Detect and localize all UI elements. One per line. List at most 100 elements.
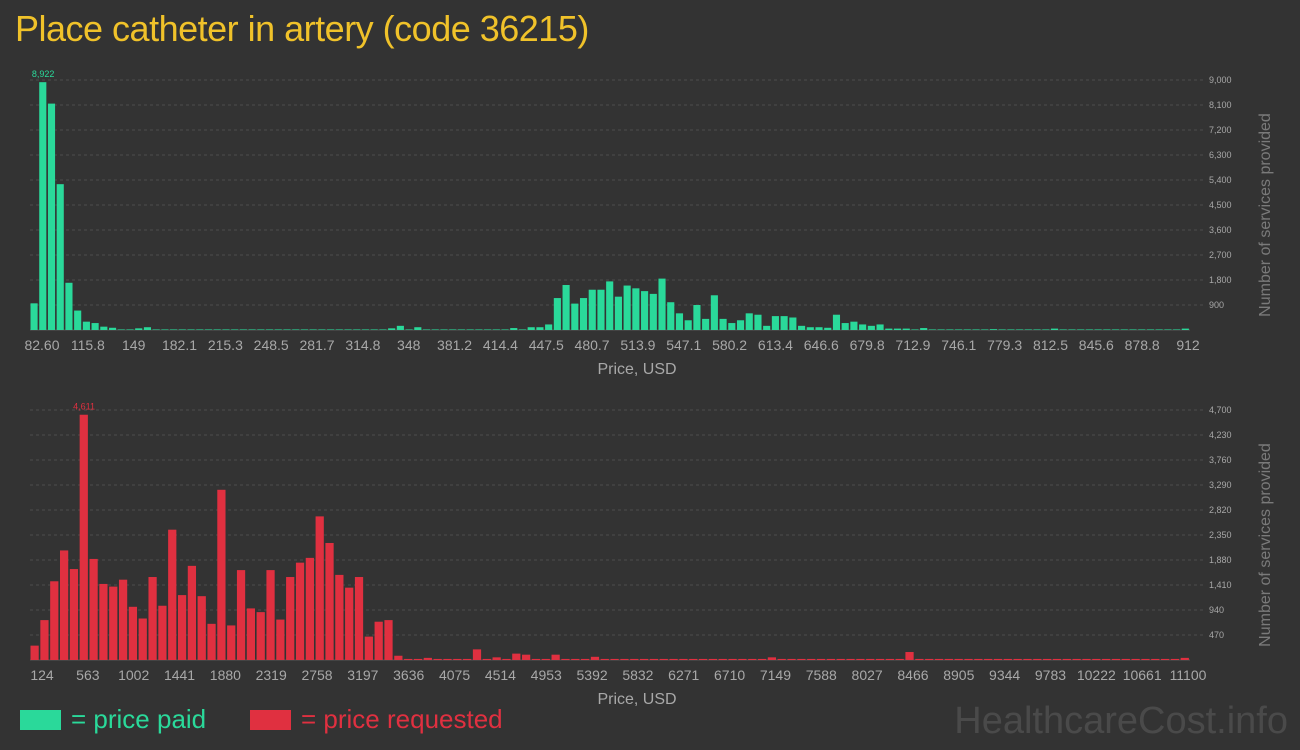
legend-label-requested: = price requested xyxy=(301,704,503,734)
requested-y-tick-label: 3,290 xyxy=(1209,480,1232,490)
requested-x-tick-label: 5832 xyxy=(622,667,653,683)
requested-y-tick-label: 4,230 xyxy=(1209,430,1232,440)
requested-bar xyxy=(433,658,442,660)
paid-bar xyxy=(946,329,954,330)
requested-bar xyxy=(934,658,944,660)
requested-bar xyxy=(236,570,246,660)
requested-bar xyxy=(443,658,452,660)
requested-bar xyxy=(777,658,786,660)
requested-bar xyxy=(1092,658,1101,660)
paid-bar xyxy=(379,329,387,330)
requested-bar xyxy=(99,583,108,660)
paid-x-tick-label: 182.1 xyxy=(162,337,197,353)
requested-bar xyxy=(69,569,79,660)
requested-bar xyxy=(423,657,432,660)
paid-bar xyxy=(91,323,99,330)
paid-bar xyxy=(204,329,213,330)
paid-bar xyxy=(344,329,352,330)
paid-bar xyxy=(632,288,640,330)
paid-y-tick-label: 900 xyxy=(1209,300,1224,310)
requested-bar xyxy=(1013,658,1022,660)
paid-bar xyxy=(457,329,465,330)
requested-bar xyxy=(905,652,914,660)
paid-bar xyxy=(1173,329,1181,330)
paid-bar xyxy=(1129,329,1137,330)
paid-bar xyxy=(231,329,239,330)
requested-bar xyxy=(472,649,482,660)
paid-y-tick-label: 1,800 xyxy=(1209,275,1232,285)
requested-bar xyxy=(453,658,462,660)
requested-bar xyxy=(40,620,49,660)
requested-bar xyxy=(787,658,796,660)
paid-bar xyxy=(327,329,335,330)
paid-y-tick-label: 7,200 xyxy=(1209,125,1232,135)
paid-bar xyxy=(501,329,509,330)
paid-bar xyxy=(353,329,361,330)
requested-bar xyxy=(856,658,865,660)
requested-x-tick-label: 6271 xyxy=(668,667,699,683)
paid-bar xyxy=(1112,329,1120,330)
paid-bar xyxy=(763,325,771,330)
paid-bar xyxy=(710,295,718,330)
requested-bar xyxy=(1180,657,1189,660)
paid-bar xyxy=(248,329,256,330)
requested-x-tick-label: 6710 xyxy=(714,667,745,683)
requested-bar xyxy=(728,658,737,660)
requested-bar xyxy=(915,658,924,660)
paid-bar xyxy=(1077,329,1085,330)
paid-bar xyxy=(100,326,108,330)
requested-bar xyxy=(345,587,354,660)
requested-bar xyxy=(286,577,295,660)
requested-x-tick-label: 8466 xyxy=(897,667,928,683)
requested-bar xyxy=(1170,658,1180,660)
requested-bar xyxy=(541,658,550,660)
requested-x-tick-label: 1441 xyxy=(164,667,195,683)
paid-bar xyxy=(396,325,404,330)
requested-bar xyxy=(600,658,609,660)
paid-bar xyxy=(536,327,544,330)
paid-bar xyxy=(780,316,788,330)
paid-bar xyxy=(108,327,117,330)
requested-bar xyxy=(502,658,511,660)
paid-bar xyxy=(1181,328,1189,330)
requested-bar xyxy=(207,623,216,660)
requested-x-axis-title: Price, USD xyxy=(597,691,676,708)
paid-bar xyxy=(152,329,160,330)
paid-bar xyxy=(65,282,73,330)
requested-bar xyxy=(885,658,894,660)
paid-bar xyxy=(693,305,701,330)
paid-bar xyxy=(1094,329,1102,330)
paid-bar xyxy=(806,327,814,330)
requested-bar xyxy=(1102,658,1111,660)
requested-x-tick-label: 2319 xyxy=(256,667,287,683)
paid-bar xyxy=(510,328,518,330)
requested-bar xyxy=(767,657,777,660)
legend-item-paid: = price paid xyxy=(20,704,206,735)
requested-bar xyxy=(895,658,904,660)
requested-bar xyxy=(463,658,472,660)
requested-bar xyxy=(807,658,816,660)
requested-bar xyxy=(197,596,206,660)
paid-x-tick-label: 812.5 xyxy=(1033,337,1068,353)
requested-bar xyxy=(836,658,845,660)
requested-bar xyxy=(59,550,69,660)
paid-x-tick-label: 679.8 xyxy=(850,337,885,353)
requested-y-tick-label: 1,410 xyxy=(1209,580,1232,590)
requested-bar xyxy=(374,621,383,660)
requested-bar xyxy=(669,658,678,660)
paid-bar xyxy=(257,329,265,330)
paid-bar xyxy=(553,298,561,330)
legend-swatch-requested xyxy=(250,709,291,730)
paid-bar xyxy=(606,281,614,330)
paid-bar xyxy=(614,296,622,330)
requested-bar xyxy=(1052,658,1062,660)
paid-x-axis-title: Price, USD xyxy=(597,361,676,378)
requested-bar xyxy=(797,658,806,660)
requested-x-tick-label: 3197 xyxy=(347,667,378,683)
paid-bar xyxy=(1138,329,1146,330)
paid-bar xyxy=(178,329,186,330)
requested-bar xyxy=(590,656,600,660)
requested-bar xyxy=(187,565,197,660)
paid-x-tick-label: 480.7 xyxy=(575,337,610,353)
paid-bar xyxy=(981,329,989,330)
